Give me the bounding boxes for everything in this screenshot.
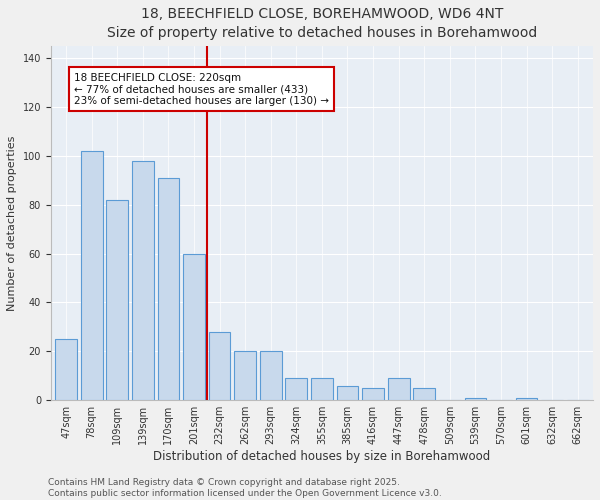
Y-axis label: Number of detached properties: Number of detached properties [7, 136, 17, 310]
Bar [311, 378, 333, 400]
Bar [388, 378, 410, 400]
Bar [183, 254, 205, 400]
Bar [106, 200, 128, 400]
Bar [515, 398, 538, 400]
Bar [286, 378, 307, 400]
Title: 18, BEECHFIELD CLOSE, BOREHAMWOOD, WD6 4NT
Size of property relative to detached: 18, BEECHFIELD CLOSE, BOREHAMWOOD, WD6 4… [107, 7, 537, 40]
Bar [209, 332, 230, 400]
Bar [362, 388, 384, 400]
Bar [81, 151, 103, 400]
Bar [158, 178, 179, 400]
X-axis label: Distribution of detached houses by size in Borehamwood: Distribution of detached houses by size … [153, 450, 491, 463]
Bar [260, 352, 281, 401]
Bar [337, 386, 358, 400]
Bar [234, 352, 256, 401]
Bar [132, 160, 154, 400]
Bar [55, 339, 77, 400]
Text: Contains HM Land Registry data © Crown copyright and database right 2025.
Contai: Contains HM Land Registry data © Crown c… [48, 478, 442, 498]
Text: 18 BEECHFIELD CLOSE: 220sqm
← 77% of detached houses are smaller (433)
23% of se: 18 BEECHFIELD CLOSE: 220sqm ← 77% of det… [74, 72, 329, 106]
Bar [464, 398, 486, 400]
Bar [413, 388, 435, 400]
